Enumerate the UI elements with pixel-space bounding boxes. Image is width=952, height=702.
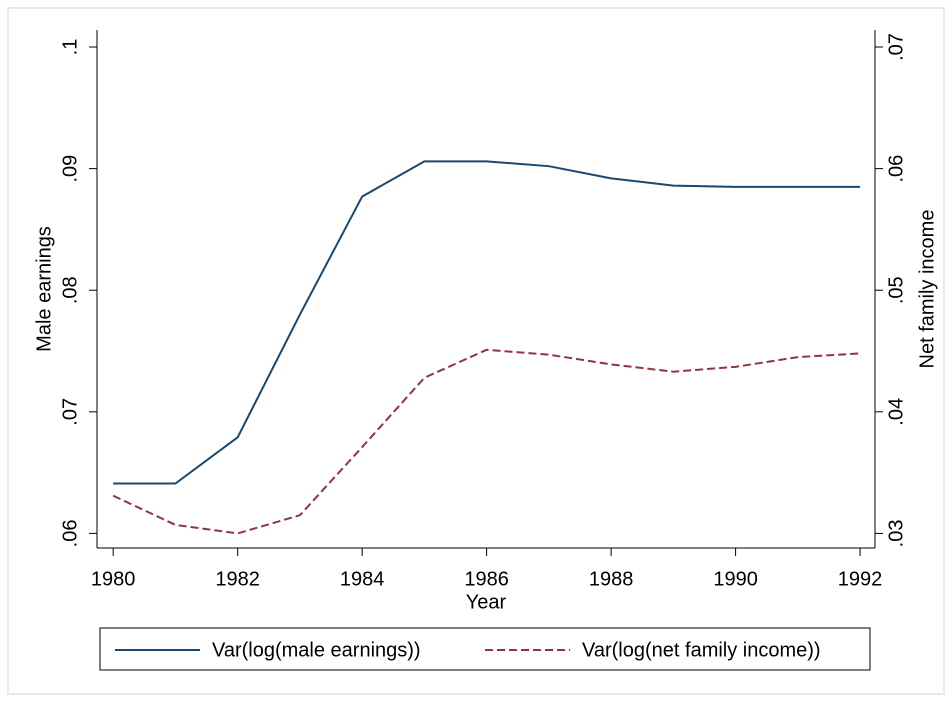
x-tick-label: 1982 [215, 568, 260, 590]
x-axis-label: Year [466, 591, 507, 613]
y-tick-label: .1 [59, 39, 81, 56]
x-tick-label: 1992 [838, 568, 883, 590]
y2-tick-label: .04 [885, 398, 907, 426]
y2-tick-label: .06 [885, 155, 907, 183]
x-tick-label: 1986 [464, 568, 509, 590]
y2-axis-label: Net family income [916, 210, 938, 369]
legend-label: Var(log(net family income)) [582, 639, 821, 661]
y2-tick-label: .03 [885, 520, 907, 548]
y-tick-label: .07 [59, 398, 81, 426]
y-tick-label: .09 [59, 155, 81, 183]
legend-label: Var(log(male earnings)) [212, 639, 421, 661]
series-line [113, 160, 861, 485]
x-tick-label: 1988 [589, 568, 634, 590]
y-tick-label: .08 [59, 276, 81, 304]
y2-tick-label: .05 [885, 276, 907, 304]
x-tick-label: 1984 [340, 568, 385, 590]
chart-frame [7, 7, 945, 695]
y2-tick-label: .07 [885, 33, 907, 61]
y-axis-label: Male earnings [33, 226, 55, 352]
x-tick-label: 1990 [713, 568, 758, 590]
series-line [112, 348, 861, 535]
x-tick-label: 1980 [91, 568, 136, 590]
y-tick-label: .06 [59, 520, 81, 548]
